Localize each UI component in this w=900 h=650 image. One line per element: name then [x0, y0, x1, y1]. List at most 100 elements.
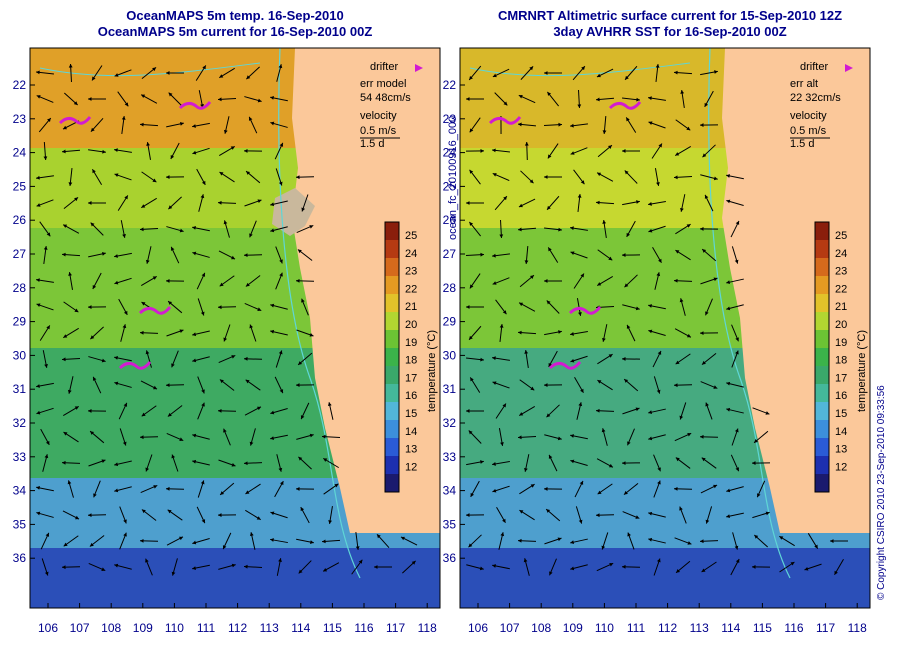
- arrow-head: [765, 511, 770, 516]
- right-current-arrows: [465, 64, 849, 576]
- lon-tick-label: 110: [165, 621, 184, 635]
- current-arrow: [469, 117, 481, 133]
- arrow-head: [179, 121, 184, 126]
- current-arrow: [119, 506, 127, 524]
- current-arrow: [167, 509, 183, 521]
- current-arrow: [63, 535, 79, 547]
- arrow-head: [334, 483, 339, 488]
- map-frame: [29, 47, 441, 609]
- arrow-head: [492, 281, 497, 285]
- arrow-head: [152, 276, 157, 280]
- arrow-head: [529, 179, 534, 184]
- current-arrow: [699, 434, 719, 439]
- current-arrow: [518, 198, 536, 208]
- lon-tick-label: 114: [291, 621, 310, 635]
- current-arrow: [726, 174, 744, 180]
- arrow-head: [153, 385, 158, 390]
- arrow-head: [328, 520, 333, 524]
- current-arrow: [699, 539, 719, 544]
- arrow-head: [830, 539, 834, 543]
- arrow-head: [635, 407, 640, 412]
- current-arrow: [120, 324, 127, 342]
- arrow-head: [192, 226, 197, 230]
- current-arrow: [195, 65, 207, 81]
- current-arrow: [496, 506, 506, 524]
- current-arrow: [730, 558, 740, 576]
- arrow-head: [518, 435, 522, 440]
- current-arrow: [270, 121, 288, 128]
- current-arrow: [779, 561, 795, 573]
- current-arrow: [270, 434, 288, 440]
- current-arrow: [597, 483, 613, 495]
- current-arrow: [623, 378, 639, 392]
- current-arrow: [140, 94, 158, 104]
- arrow-head: [602, 337, 606, 342]
- colorbar-tick-label: 17: [405, 372, 417, 384]
- current-arrow: [466, 460, 484, 466]
- arrow-head: [374, 565, 378, 569]
- arrow-head: [43, 156, 48, 160]
- current-arrow: [270, 511, 288, 519]
- colorbar-segment: [385, 312, 399, 331]
- arrow-head: [624, 379, 629, 383]
- arrow-head: [596, 513, 600, 518]
- current-arrow: [40, 532, 50, 550]
- arrow-head: [270, 228, 275, 233]
- arrow-head: [279, 259, 283, 264]
- arrow-head: [702, 153, 707, 158]
- current-arrow: [274, 480, 284, 498]
- arrow-head: [36, 303, 41, 308]
- legend-text: drifter: [370, 61, 398, 73]
- arrow-head: [192, 566, 196, 570]
- arrow-head: [548, 454, 553, 459]
- arrow-head: [625, 75, 629, 80]
- current-arrow: [621, 564, 641, 569]
- arrow-head: [704, 194, 709, 199]
- current-arrow: [88, 562, 106, 572]
- legend-text: 0.5 m/s: [360, 125, 397, 137]
- arrow-head: [323, 458, 328, 462]
- arrow-head: [608, 354, 613, 358]
- arrow-head: [580, 388, 584, 393]
- lon-tick-label: 107: [500, 621, 520, 635]
- current-arrow: [196, 506, 206, 524]
- lat-tick-label: 28: [443, 281, 457, 295]
- arrow-head: [529, 66, 534, 71]
- arrow-head: [270, 96, 275, 100]
- legend-text: drifter: [800, 61, 828, 73]
- panel-1-axes: 22 23 24 25 26 27 28 29 30 31 32 33 34 35 36 106 107 108 1…: [443, 78, 867, 635]
- current-arrow: [114, 252, 132, 258]
- arrow-head: [300, 507, 305, 512]
- left-panel-title: OceanMAPS 5m temp. 16-Sep-2010 OceanMAPS…: [30, 8, 440, 40]
- arrow-head: [648, 96, 652, 101]
- arrow-head: [468, 430, 473, 435]
- arrow-head: [248, 116, 253, 121]
- current-arrow: [675, 560, 691, 574]
- arrow-head: [298, 361, 303, 365]
- colorbar-segment: [815, 456, 829, 475]
- arrow-head: [231, 355, 236, 359]
- current-arrow: [595, 97, 615, 102]
- current-arrow: [577, 89, 582, 109]
- arrow-head: [36, 384, 40, 388]
- lon-tick-label: 110: [595, 621, 614, 635]
- arrow-head: [674, 70, 678, 75]
- current-arrow: [673, 486, 693, 491]
- current-arrow: [705, 298, 713, 316]
- arrow-head: [636, 200, 640, 204]
- current-arrow: [834, 558, 844, 576]
- arrow-head: [480, 460, 484, 464]
- current-arrow: [141, 171, 157, 183]
- current-arrow: [543, 383, 563, 387]
- arrow-head: [124, 102, 129, 107]
- current-arrow: [648, 200, 666, 206]
- arrow-head: [153, 485, 158, 489]
- colorbar-tick-label: 19: [835, 337, 847, 349]
- colorbar-tick-label: 15: [835, 408, 847, 420]
- arrow-head: [518, 330, 522, 335]
- arrow-head: [622, 564, 626, 569]
- current-arrow: [218, 250, 236, 260]
- arrow-head: [36, 175, 40, 180]
- arrow-head: [548, 362, 553, 367]
- current-arrow: [465, 252, 485, 257]
